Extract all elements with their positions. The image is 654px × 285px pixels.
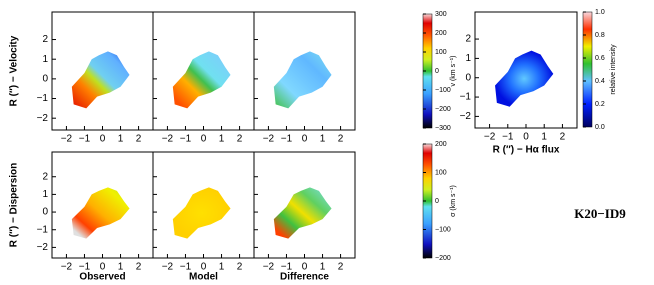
x-tick-label: 1 [320, 262, 326, 273]
y-tick-label: 1 [465, 53, 471, 64]
x-tick-label: −1 [502, 132, 514, 143]
y-tick-label: −1 [460, 92, 472, 103]
x-tick-label: 2 [237, 262, 243, 273]
x-tick-label: −1 [79, 262, 91, 273]
colorbar-tick-label: 0.0 [595, 124, 605, 131]
x-tick-label: 1 [219, 262, 225, 273]
y-tick-label: 2 [465, 34, 471, 45]
colorbar-tick-label: 0.6 [595, 55, 605, 62]
column-label: Observed [79, 272, 125, 283]
x-tick-label: −1 [79, 134, 91, 145]
colorbar-tick-label: −200 [435, 255, 451, 262]
x-tick-label: 0 [302, 262, 308, 273]
map [172, 187, 231, 239]
map [495, 50, 554, 107]
colorbar-tick-label: 100 [435, 49, 447, 56]
x-tick-label: 2 [560, 132, 566, 143]
colorbar [582, 11, 593, 128]
x-tick-label: −2 [61, 262, 73, 273]
object-name: K20−ID9 [574, 206, 626, 221]
x-tick-label: −2 [263, 262, 275, 273]
colorbar-tick-label: 200 [435, 141, 447, 148]
colorbar-tick-label: −100 [435, 226, 451, 233]
x-tick-label: 1 [118, 262, 124, 273]
y-tick-label: 0 [42, 74, 48, 85]
y-tick-label: 2 [42, 171, 48, 182]
x-tick-label: −2 [162, 134, 174, 145]
y-axis-label: R (″) − Velocity [9, 35, 20, 106]
x-tick-label: 0 [100, 262, 106, 273]
x-tick-label: 2 [237, 134, 243, 145]
y-tick-label: 1 [42, 189, 48, 200]
x-tick-label: −2 [263, 134, 275, 145]
column-label: Difference [280, 272, 329, 283]
colorbar-label: v (km s⁻¹) [450, 56, 457, 87]
colorbar-tick-label: 300 [435, 11, 447, 18]
x-tick-label: −2 [484, 132, 496, 143]
colorbar-tick-label: −300 [435, 125, 451, 132]
x-tick-label: 2 [136, 262, 142, 273]
map [273, 51, 332, 109]
x-tick-label: 0 [100, 134, 106, 145]
y-tick-label: −1 [37, 224, 49, 235]
column-label: Model [189, 272, 218, 283]
colorbar-tick-label: 0.4 [595, 78, 605, 85]
colorbar-tick-label: 1.0 [595, 9, 605, 16]
y-tick-label: −2 [37, 242, 49, 253]
x-tick-label: 0 [302, 134, 308, 145]
x-axis-label: R (″) − Hα flux [493, 145, 560, 156]
y-tick-label: 2 [42, 34, 48, 45]
colorbar-tick-label: 0.2 [595, 101, 605, 108]
y-axis-label: R (″) − Dispersion [9, 163, 20, 248]
y-tick-label: 0 [465, 72, 471, 83]
x-tick-label: 2 [338, 262, 344, 273]
x-tick-label: −2 [162, 262, 174, 273]
colorbar-tick-label: 100 [435, 169, 447, 176]
x-tick-label: 2 [136, 134, 142, 145]
colorbar-tick-label: 0 [435, 198, 439, 205]
colorbar-tick-label: 0 [435, 68, 439, 75]
map [71, 187, 130, 239]
map [273, 187, 332, 239]
y-tick-label: −1 [37, 93, 49, 104]
x-tick-label: 2 [338, 134, 344, 145]
x-tick-label: −1 [281, 262, 293, 273]
y-tick-label: 0 [42, 207, 48, 218]
map [172, 51, 231, 109]
x-tick-label: −1 [180, 134, 192, 145]
x-tick-label: 1 [320, 134, 326, 145]
x-tick-label: 1 [541, 132, 547, 143]
x-tick-label: −1 [180, 262, 192, 273]
colorbar-tick-label: 0.8 [595, 32, 605, 39]
colorbar-tick-label: −100 [435, 87, 451, 94]
x-tick-label: 0 [523, 132, 529, 143]
colorbar-label: relative intensity [610, 44, 617, 95]
colorbar-tick-label: −200 [435, 106, 451, 113]
x-tick-label: −1 [281, 134, 293, 145]
x-tick-label: −2 [61, 134, 73, 145]
colorbar-tick-label: 200 [435, 30, 447, 37]
map [71, 51, 130, 109]
colorbar-label: σ (km s⁻¹) [450, 185, 457, 217]
x-tick-label: 1 [219, 134, 225, 145]
y-tick-label: 1 [42, 54, 48, 65]
y-tick-label: −2 [460, 111, 472, 122]
x-tick-label: 1 [118, 134, 124, 145]
x-tick-label: 0 [201, 262, 207, 273]
y-tick-label: −2 [37, 113, 49, 124]
x-tick-label: 0 [201, 134, 207, 145]
